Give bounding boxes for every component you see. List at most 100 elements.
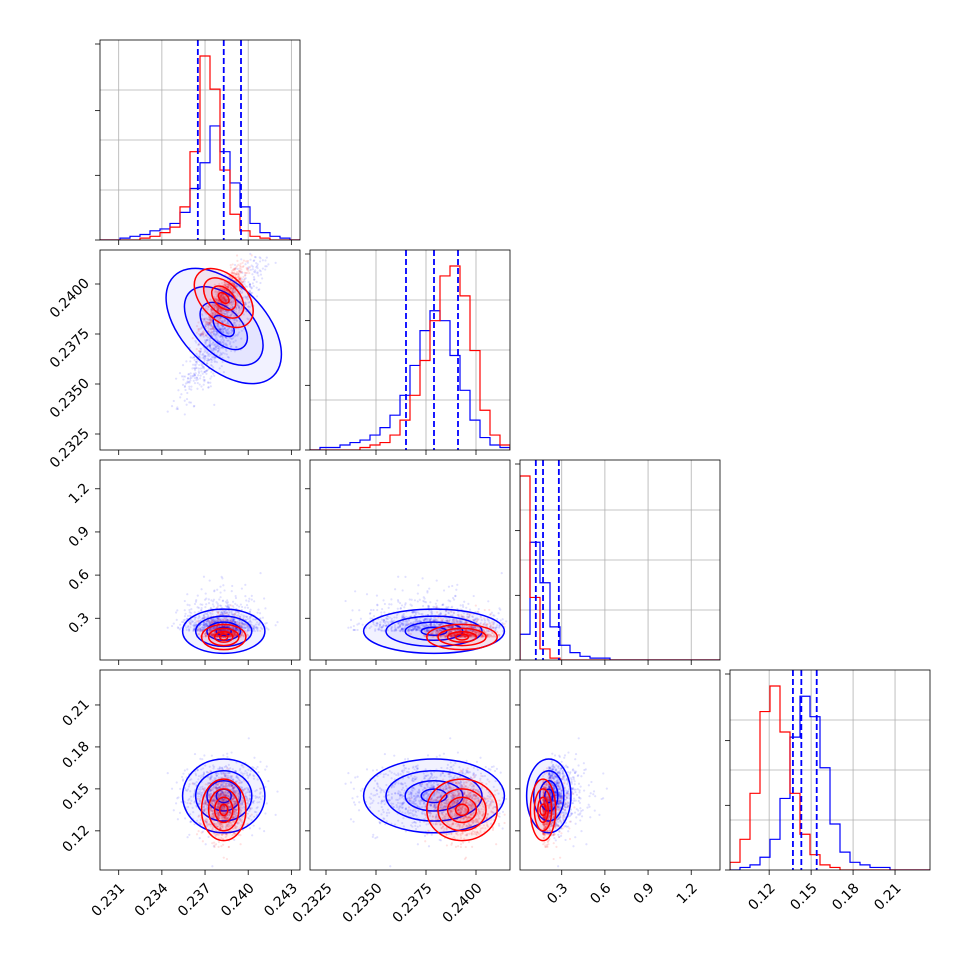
blue-sample-point bbox=[189, 619, 192, 622]
blue-sample-point bbox=[176, 407, 179, 411]
blue-sample-point bbox=[204, 612, 207, 615]
red-sample-point bbox=[211, 633, 215, 636]
blue-sample-point bbox=[451, 605, 454, 608]
blue-sample-point bbox=[233, 263, 237, 267]
blue-histogram bbox=[310, 310, 510, 450]
blue-sample-point bbox=[235, 308, 238, 311]
red-sample-point bbox=[233, 633, 236, 636]
blue-sample-point bbox=[237, 623, 240, 626]
red-sample-point bbox=[221, 295, 224, 298]
blue-sample-point bbox=[222, 371, 225, 374]
red-sample-point bbox=[240, 631, 243, 634]
red-sample-point bbox=[228, 288, 232, 291]
blue-sample-point bbox=[454, 594, 457, 597]
blue-sample-point bbox=[218, 345, 221, 348]
red-sample-point bbox=[211, 635, 215, 638]
red-sample-point bbox=[221, 629, 224, 632]
blue-sample-point bbox=[244, 303, 247, 306]
red-sample-point bbox=[208, 629, 211, 632]
blue-sample-point bbox=[232, 619, 235, 622]
blue-sample-point bbox=[183, 609, 186, 612]
blue-sample-point bbox=[256, 628, 259, 631]
blue-sample-point bbox=[259, 281, 262, 285]
blue-sample-point bbox=[193, 374, 197, 377]
red-sample-point bbox=[222, 618, 225, 621]
blue-sample-point bbox=[193, 624, 197, 627]
blue-sample-point bbox=[477, 607, 480, 611]
red-sample-point bbox=[209, 308, 213, 311]
red-sample-point bbox=[217, 307, 220, 310]
red-sample-point bbox=[221, 618, 224, 622]
blue-sample-point bbox=[230, 610, 233, 613]
blue-sample-point bbox=[196, 354, 199, 357]
blue-sample-point bbox=[237, 306, 240, 309]
blue-sample-point bbox=[201, 626, 204, 629]
red-sample-point bbox=[214, 626, 217, 629]
blue-sample-point bbox=[175, 611, 178, 614]
red-sample-point bbox=[207, 326, 210, 329]
blue-sample-point bbox=[229, 619, 232, 623]
blue-sample-point bbox=[249, 258, 252, 261]
red-sample-point bbox=[211, 331, 214, 334]
blue-sample-point bbox=[221, 324, 224, 327]
blue-sample-point bbox=[233, 350, 236, 353]
red-sample-point bbox=[216, 298, 219, 301]
blue-sample-point bbox=[219, 613, 222, 616]
blue-sample-point bbox=[203, 319, 206, 322]
blue-sample-point bbox=[247, 628, 250, 631]
blue-sample-point bbox=[207, 358, 211, 361]
blue-sample-point bbox=[206, 624, 209, 627]
blue-sample-point bbox=[394, 588, 397, 591]
blue-sample-point bbox=[229, 287, 233, 290]
blue-sample-point bbox=[195, 379, 198, 382]
blue-sample-point bbox=[204, 606, 207, 609]
blue-sample-point bbox=[235, 319, 238, 322]
blue-sample-point bbox=[205, 620, 208, 623]
blue-sample-point bbox=[209, 353, 213, 356]
red-sample-point bbox=[227, 291, 230, 294]
blue-sample-point bbox=[442, 603, 445, 606]
blue-sample-point bbox=[204, 624, 207, 627]
red-sample-point bbox=[219, 317, 222, 320]
blue-sample-point bbox=[223, 328, 226, 331]
blue-sample-point bbox=[416, 592, 419, 595]
blue-sample-point bbox=[209, 346, 212, 350]
blue-sample-point bbox=[215, 336, 218, 339]
red-sample-point bbox=[211, 326, 215, 329]
blue-sample-point bbox=[209, 332, 213, 335]
blue-sample-point bbox=[221, 613, 224, 616]
red-sample-point bbox=[203, 632, 206, 636]
blue-sample-point bbox=[253, 630, 257, 633]
red-sample-point bbox=[222, 635, 225, 638]
blue-sample-point bbox=[221, 320, 224, 323]
blue-sample-point bbox=[226, 619, 229, 622]
blue-sample-point bbox=[218, 341, 221, 344]
blue-sample-point bbox=[195, 623, 198, 626]
blue-sample-point bbox=[500, 572, 503, 575]
red-sample-point bbox=[232, 288, 235, 291]
blue-sample-point bbox=[422, 596, 425, 599]
blue-sample-point bbox=[244, 583, 247, 586]
red-sample-point bbox=[230, 303, 233, 306]
blue-sample-point bbox=[235, 285, 238, 288]
blue-sample-point bbox=[176, 609, 179, 612]
blue-sample-point bbox=[223, 610, 226, 613]
blue-sample-point bbox=[426, 591, 429, 594]
blue-sample-point bbox=[191, 363, 195, 366]
red-sample-point bbox=[234, 284, 237, 288]
red-sample-point bbox=[226, 283, 229, 286]
red-sample-point bbox=[207, 330, 210, 333]
blue-sample-point bbox=[199, 628, 202, 631]
blue-sample-point bbox=[210, 355, 214, 358]
blue-sample-point bbox=[208, 579, 211, 582]
blue-sample-point bbox=[225, 298, 228, 301]
blue-sample-point bbox=[238, 619, 241, 622]
red-sample-point bbox=[229, 266, 233, 269]
red-sample-point bbox=[221, 297, 224, 300]
blue-sample-point bbox=[238, 331, 241, 334]
red-sample-point bbox=[205, 634, 208, 637]
blue-sample-point bbox=[221, 628, 224, 631]
blue-sample-point bbox=[267, 628, 270, 631]
blue-sample-point bbox=[213, 618, 216, 621]
blue-sample-point bbox=[372, 608, 375, 612]
